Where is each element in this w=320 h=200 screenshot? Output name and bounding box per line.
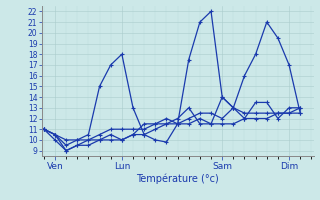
X-axis label: Température (°c): Température (°c)	[136, 173, 219, 184]
